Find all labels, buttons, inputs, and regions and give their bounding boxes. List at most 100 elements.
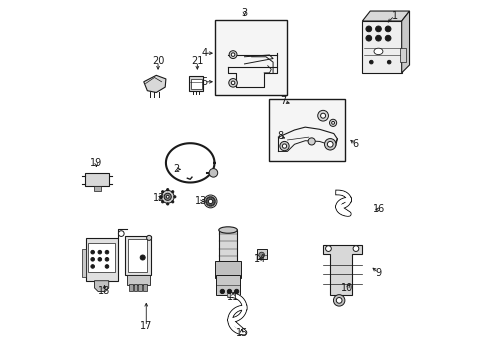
Text: 2: 2 — [173, 164, 180, 174]
Circle shape — [234, 289, 238, 294]
Circle shape — [331, 121, 334, 124]
Circle shape — [229, 51, 237, 59]
Text: 21: 21 — [191, 57, 203, 66]
Bar — [215, 261, 241, 278]
Text: 3: 3 — [241, 8, 247, 18]
Text: 6: 6 — [351, 139, 358, 149]
Text: 8: 8 — [277, 131, 283, 141]
Circle shape — [173, 196, 176, 198]
Ellipse shape — [373, 48, 382, 55]
Text: 7: 7 — [280, 96, 286, 107]
Circle shape — [352, 246, 358, 251]
Bar — [88, 243, 115, 272]
Circle shape — [206, 197, 214, 206]
Text: 13: 13 — [194, 197, 206, 206]
Circle shape — [209, 168, 217, 177]
Text: 18: 18 — [98, 287, 110, 296]
Circle shape — [161, 191, 163, 193]
Ellipse shape — [218, 227, 237, 233]
Circle shape — [166, 195, 169, 198]
Bar — [268, 99, 345, 161]
Polygon shape — [362, 11, 408, 21]
Circle shape — [365, 26, 371, 32]
Circle shape — [164, 193, 171, 201]
Bar — [256, 249, 266, 259]
Circle shape — [98, 257, 102, 261]
Bar — [215, 20, 286, 95]
Bar — [218, 230, 237, 263]
Circle shape — [282, 144, 286, 148]
Circle shape — [326, 141, 332, 147]
Circle shape — [375, 35, 381, 41]
Bar — [84, 173, 109, 186]
Circle shape — [258, 252, 264, 258]
Circle shape — [140, 255, 145, 260]
Circle shape — [386, 60, 390, 64]
Circle shape — [161, 190, 174, 203]
Circle shape — [171, 191, 173, 193]
Bar — [94, 186, 101, 191]
Circle shape — [324, 139, 335, 150]
Circle shape — [91, 250, 94, 254]
Polygon shape — [323, 245, 362, 295]
Circle shape — [385, 35, 390, 41]
Bar — [126, 275, 149, 285]
Circle shape — [365, 35, 371, 41]
Bar — [129, 284, 132, 292]
Circle shape — [385, 26, 390, 32]
Circle shape — [307, 138, 315, 145]
Bar — [82, 249, 86, 277]
Circle shape — [228, 78, 237, 87]
Circle shape — [118, 231, 124, 237]
Polygon shape — [143, 75, 165, 93]
Circle shape — [320, 113, 325, 118]
Circle shape — [317, 111, 328, 121]
Bar — [127, 239, 147, 272]
Text: 15: 15 — [235, 328, 247, 338]
Circle shape — [105, 250, 108, 254]
Circle shape — [171, 201, 173, 203]
Polygon shape — [94, 281, 108, 292]
Text: 9: 9 — [375, 268, 381, 278]
Circle shape — [208, 199, 212, 203]
Circle shape — [91, 257, 94, 261]
Bar — [85, 238, 118, 281]
Text: 20: 20 — [152, 57, 164, 66]
Circle shape — [329, 119, 336, 126]
Text: 12: 12 — [153, 193, 165, 203]
Text: 10: 10 — [341, 283, 353, 293]
Text: 17: 17 — [140, 321, 152, 332]
Circle shape — [279, 141, 288, 151]
Bar — [399, 48, 406, 62]
Circle shape — [91, 265, 94, 268]
Circle shape — [220, 289, 224, 294]
Bar — [190, 79, 201, 89]
Text: 19: 19 — [90, 158, 102, 168]
Circle shape — [105, 265, 108, 268]
Circle shape — [146, 235, 151, 240]
Circle shape — [231, 53, 234, 57]
Bar — [124, 236, 150, 275]
Circle shape — [203, 195, 217, 208]
Text: 14: 14 — [254, 254, 266, 264]
Circle shape — [336, 297, 341, 303]
Circle shape — [375, 26, 381, 32]
Circle shape — [166, 203, 168, 205]
Circle shape — [227, 289, 231, 294]
Bar — [134, 284, 137, 292]
Circle shape — [161, 201, 163, 203]
Circle shape — [333, 295, 344, 306]
Circle shape — [98, 250, 102, 254]
Bar — [362, 21, 401, 73]
Polygon shape — [401, 11, 408, 73]
Bar — [189, 76, 203, 91]
Bar — [143, 284, 147, 292]
Text: 5: 5 — [201, 77, 207, 87]
Circle shape — [231, 81, 234, 85]
Circle shape — [159, 196, 162, 198]
Circle shape — [325, 246, 331, 251]
Text: 4: 4 — [201, 48, 207, 58]
Text: 11: 11 — [226, 292, 239, 302]
Bar — [216, 275, 240, 295]
Circle shape — [166, 189, 168, 191]
